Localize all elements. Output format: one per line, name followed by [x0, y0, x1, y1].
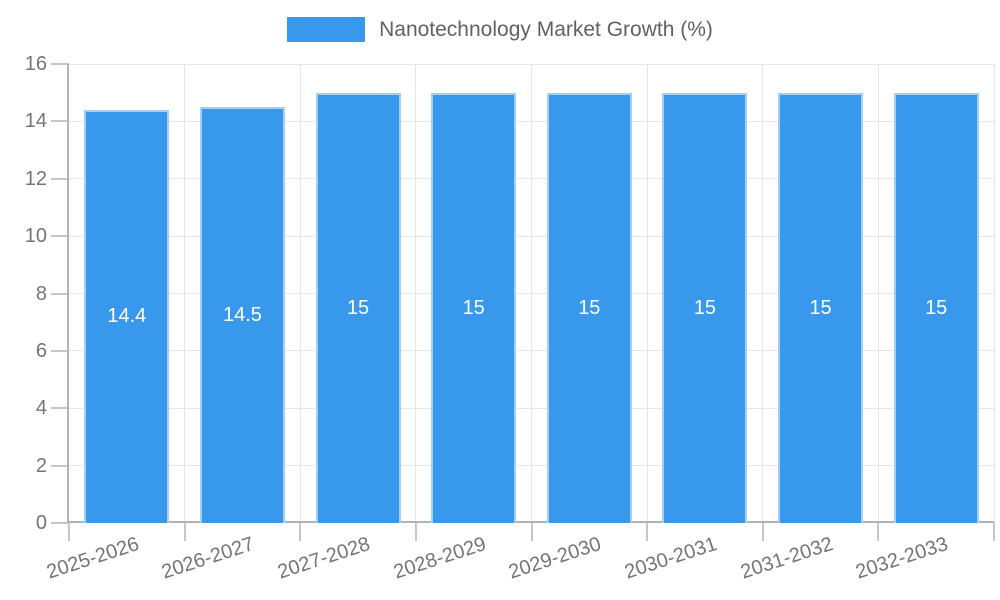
bar[interactable]	[778, 92, 864, 523]
x-gridline	[415, 64, 417, 523]
y-axis-tick-label: 4	[35, 397, 47, 420]
x-gridline	[646, 64, 648, 523]
x-axis-tick	[414, 523, 417, 541]
bar[interactable]	[315, 92, 401, 523]
x-axis-tick	[877, 523, 880, 541]
y-axis-tick	[51, 522, 69, 524]
bar[interactable]	[84, 109, 170, 523]
x-gridline	[877, 64, 879, 523]
x-axis-tick	[761, 523, 764, 541]
y-axis-tick-label: 14	[24, 110, 47, 133]
bar[interactable]	[893, 92, 979, 523]
y-axis-line	[67, 64, 69, 523]
bar[interactable]	[199, 107, 285, 523]
y-axis-tick	[51, 177, 69, 180]
x-gridline	[762, 64, 764, 523]
x-gridline	[993, 64, 995, 523]
x-axis-tick	[299, 523, 302, 541]
legend-color-swatch	[287, 17, 366, 42]
legend-label: Nanotechnology Market Growth (%)	[379, 17, 713, 41]
y-axis-tick-label: 12	[24, 167, 47, 190]
chart-legend: Nanotechnology Market Growth (%)	[0, 17, 1000, 42]
y-axis-tick-label: 10	[24, 225, 47, 248]
x-axis-tick	[183, 523, 186, 541]
x-axis-tick	[646, 523, 649, 541]
x-axis-tick	[993, 523, 995, 541]
y-axis-tick-label: 2	[35, 454, 47, 477]
y-axis-tick	[51, 63, 69, 65]
y-axis-tick	[51, 120, 69, 123]
y-axis-tick-label: 6	[35, 339, 47, 362]
y-axis-tick	[51, 464, 69, 467]
bar[interactable]	[431, 92, 517, 523]
y-axis-tick	[51, 235, 69, 238]
bar[interactable]	[546, 92, 632, 523]
y-axis-tick	[51, 407, 69, 410]
x-axis-tick	[68, 523, 70, 541]
x-gridline	[531, 64, 532, 523]
legend-item[interactable]: Nanotechnology Market Growth (%)	[287, 17, 713, 42]
y-axis-tick	[51, 292, 69, 295]
x-axis-line	[69, 521, 994, 523]
x-axis-tick	[530, 523, 533, 541]
y-axis-tick-label: 16	[24, 53, 47, 75]
x-gridline	[184, 64, 186, 523]
y-axis-tick-label: 0	[35, 512, 47, 534]
y-axis-tick-label: 8	[35, 282, 47, 305]
bar[interactable]	[662, 92, 748, 523]
y-axis-tick	[51, 349, 69, 352]
x-gridline	[299, 64, 301, 523]
